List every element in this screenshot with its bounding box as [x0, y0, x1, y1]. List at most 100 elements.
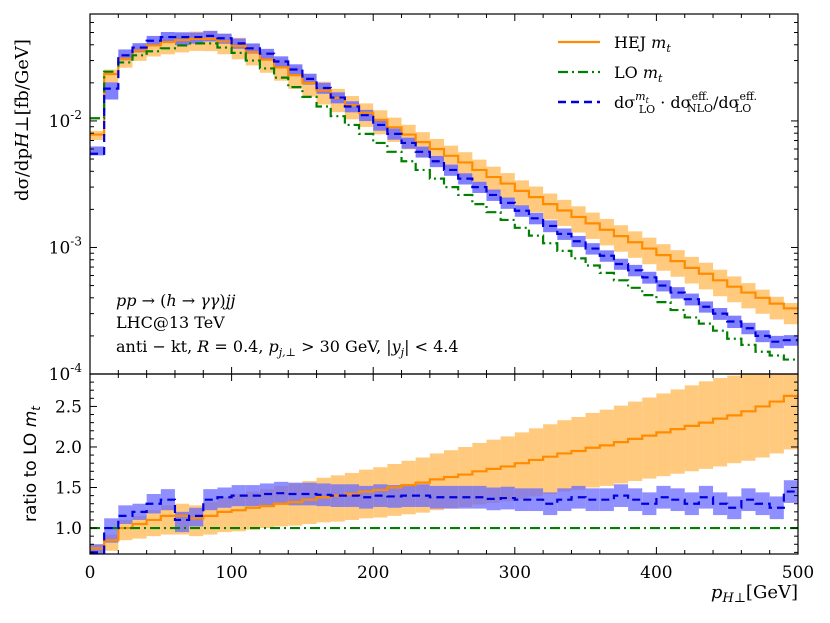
- x-axis-label: pH⊥[GeV]: [711, 582, 798, 606]
- band-hej-28: [486, 166, 501, 193]
- band-hej-39: [642, 237, 657, 265]
- ratio-band-hej-35: [585, 412, 600, 488]
- legend-label-lo: LO mt: [614, 63, 663, 85]
- ratio-band-reweighted-22: [401, 484, 416, 507]
- band-hej-35: [585, 212, 600, 239]
- ratio-line-hej: [90, 394, 798, 550]
- legend-label-hej: HEJ mt: [614, 33, 671, 55]
- ratio-line-reweighted: [90, 490, 798, 554]
- ratio-band-reweighted-2: [118, 505, 133, 524]
- collider-annotation: LHC@13 TeV: [116, 313, 225, 332]
- ratio-y-tick-label-2: 2.0: [55, 438, 82, 458]
- top-y-tick-label-1: 10-3: [49, 234, 82, 258]
- x-tick-label-400: 400: [640, 563, 672, 583]
- band-hej-44: [713, 269, 728, 297]
- band-reweighted-47: [755, 330, 770, 343]
- cuts-annotation: anti − kt, R = 0.4, pj,⊥ > 30 GeV, |yj| …: [116, 337, 459, 359]
- ratio-band-hej-42: [684, 385, 699, 472]
- ratio-band-hej-41: [670, 389, 685, 474]
- band-hej-38: [628, 231, 643, 258]
- ratio-band-reweighted-9: [217, 487, 232, 508]
- band-hej-29: [500, 173, 515, 199]
- band-hej-37: [613, 225, 629, 252]
- band-reweighted-36: [599, 250, 614, 262]
- band-hej-43: [698, 262, 714, 290]
- band-reweighted-33: [557, 228, 572, 240]
- legend-label-reweighted: dσmt LO · dσeff. NLO/dσeff. LO: [614, 90, 757, 116]
- ratio-band-hej-38: [628, 401, 643, 482]
- x-tick-label-100: 100: [215, 563, 247, 583]
- ratio-band-reweighted-48: [769, 496, 784, 520]
- ratio-band-hej-49: [783, 374, 798, 450]
- ratio-y-tick-label-3: 2.5: [55, 397, 82, 417]
- ratio-band-hej-48: [769, 374, 784, 454]
- band-reweighted-42: [684, 293, 699, 306]
- ratio-band-reweighted-16: [316, 483, 331, 507]
- axes-ticks: 0 100 200 300 400 500 10-4 10-3 10-2 1.0 1.5 2.0 2.5: [49, 13, 814, 583]
- ratio-band-hej-29: [500, 436, 515, 502]
- top-y-tick-label-2: 10-2: [49, 108, 82, 132]
- ratio-band-hej-30: [514, 432, 529, 499]
- band-reweighted-6: [174, 32, 190, 46]
- band-hej-47: [755, 289, 770, 314]
- band-hej-48: [769, 296, 784, 320]
- ratio-band-hej-46: [741, 374, 756, 461]
- process-annotation: pp → (h → γγ)jj: [116, 291, 236, 310]
- band-reweighted-39: [642, 271, 657, 284]
- ratio-band-reweighted-31: [528, 488, 544, 512]
- band-reweighted-26: [458, 173, 473, 185]
- ratio-band-reweighted-23: [415, 484, 430, 507]
- ratio-band-reweighted-1: [104, 518, 119, 543]
- ratio-band-hej-37: [613, 405, 629, 484]
- band-hej-32: [543, 193, 558, 220]
- ratio-band-hej-4: [146, 510, 161, 537]
- band-hej-30: [514, 180, 529, 207]
- band-reweighted-3: [132, 43, 147, 53]
- band-hej-36: [599, 218, 614, 246]
- band-reweighted-1: [104, 82, 119, 100]
- ratio-band-hej-36: [599, 409, 614, 486]
- band-reweighted-30: [514, 205, 529, 217]
- ratio-band-hej-43: [698, 381, 714, 469]
- band-hej-41: [670, 250, 685, 277]
- ratio-band-reweighted-29: [500, 486, 515, 510]
- ratio-band-hej-2: [118, 519, 133, 541]
- ratio-band-hej-45: [727, 375, 742, 464]
- ratio-band-reweighted-37: [613, 484, 629, 507]
- band-hej-26: [458, 152, 473, 178]
- band-hej-45: [727, 276, 742, 303]
- x-tick-label-200: 200: [357, 563, 389, 583]
- ratio-band-hej-28: [486, 439, 501, 503]
- band-hej-31: [528, 186, 544, 213]
- ratio-band-hej-32: [543, 424, 558, 494]
- band-reweighted-27: [472, 181, 487, 193]
- band-hej-46: [741, 283, 756, 309]
- ratio-band-reweighted-30: [514, 488, 529, 512]
- ratio-band-hej-44: [713, 378, 728, 467]
- ratio-y-axis-label: ratio to LO mt: [21, 405, 43, 522]
- x-tick-label-500: 500: [782, 563, 814, 583]
- ratio-band-hej-31: [528, 428, 544, 497]
- ratio-band-hej-34: [571, 416, 586, 490]
- ratio-panel-frame: [89, 373, 799, 555]
- band-reweighted-44: [713, 308, 728, 320]
- x-tick-label-300: 300: [499, 563, 531, 583]
- ratio-band-reweighted-42: [684, 492, 699, 516]
- band-hej-25: [444, 145, 459, 171]
- line-reweighted: [90, 34, 798, 343]
- band-reweighted-49: [783, 335, 798, 346]
- band-hej-40: [656, 244, 671, 271]
- top-y-axis-label: dσ/dpH⊥[fb/GeV]: [12, 39, 33, 201]
- band-reweighted-0: [90, 146, 105, 156]
- band-hej-34: [571, 206, 586, 233]
- ratio-band-reweighted-39: [642, 492, 657, 516]
- top-series-lines: [90, 34, 798, 361]
- ratio-band-reweighted-10: [231, 485, 246, 507]
- x-tick-label-0: 0: [85, 563, 96, 583]
- ratio-band-reweighted-7: [189, 507, 204, 527]
- ratio-series-lines: [90, 394, 798, 554]
- band-reweighted-22: [401, 137, 416, 149]
- band-reweighted-18: [344, 101, 360, 113]
- band-reweighted-5: [160, 32, 175, 43]
- band-hej-33: [557, 199, 572, 226]
